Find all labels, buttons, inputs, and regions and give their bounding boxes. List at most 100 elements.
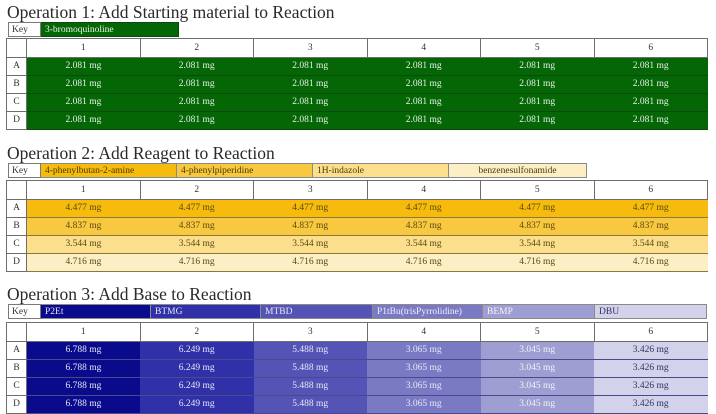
row-label: C <box>6 377 27 396</box>
well-cell: 3.426 mg <box>594 377 708 396</box>
well-cell: 3.065 mg <box>367 395 481 414</box>
well-cell: 3.045 mg <box>480 359 594 378</box>
row-label: D <box>6 395 27 414</box>
well-cell: 2.081 mg <box>140 111 254 130</box>
well-cell: 2.081 mg <box>367 93 481 112</box>
well-cell: 4.477 mg <box>594 199 708 218</box>
column-header: 4 <box>366 322 481 342</box>
well-cell: 4.837 mg <box>26 217 140 236</box>
column-header: 5 <box>480 322 595 342</box>
well-cell: 3.045 mg <box>480 341 594 360</box>
well-cell: 3.544 mg <box>140 235 254 254</box>
well-cell: 6.788 mg <box>26 395 140 414</box>
well-cell: 3.544 mg <box>367 235 481 254</box>
well-cell: 6.249 mg <box>140 341 254 360</box>
well-cell: 3.426 mg <box>594 341 708 360</box>
well-cell: 3.544 mg <box>594 235 708 254</box>
well-cell: 5.488 mg <box>253 359 367 378</box>
column-header: 2 <box>139 38 254 58</box>
operation-2-plate-table: 1 2 3 4 5 6 A 4.477 mg 4.477 mg 4.477 mg 4.477 mg 4… <box>6 180 708 272</box>
well-cell: 4.477 mg <box>480 199 594 218</box>
well-cell: 6.788 mg <box>26 341 140 360</box>
well-cell: 2.081 mg <box>26 75 140 94</box>
key-1h-indazole: 1H-indazole <box>313 163 449 178</box>
well-cell: 4.716 mg <box>140 253 254 272</box>
key-label: Key <box>8 163 41 178</box>
well-cell: 4.837 mg <box>367 217 481 236</box>
table-row: A 4.477 mg 4.477 mg 4.477 mg 4.477 mg 4.477 m… <box>6 199 708 218</box>
key-benzenesulfonamide: benzenesulfonamide <box>449 163 587 178</box>
well-cell: 4.716 mg <box>367 253 481 272</box>
operation-3-plate-table: 1 2 3 4 5 6 A 6.788 mg 6.249 mg 5.488 mg 3.065 mg 3… <box>6 322 708 414</box>
row-label: B <box>6 359 27 378</box>
well-cell: 2.081 mg <box>253 93 367 112</box>
table-row: D 2.081 mg 2.081 mg 2.081 mg 2.081 mg 2.081 m… <box>6 111 708 130</box>
well-cell: 6.249 mg <box>140 395 254 414</box>
well-cell: 4.837 mg <box>140 217 254 236</box>
well-cell: 2.081 mg <box>253 75 367 94</box>
corner-cell <box>6 322 27 342</box>
table-row: C 3.544 mg 3.544 mg 3.544 mg 3.544 mg 3.544 m… <box>6 235 708 254</box>
key-4-phenylbutan-2-amine: 4-phenylbutan-2-amine <box>41 163 177 178</box>
operation-1-plate-table: 1 2 3 4 5 6 A 2.081 mg 2.081 mg 2.081 mg 2.081 mg 2… <box>6 38 708 130</box>
well-cell: 2.081 mg <box>594 57 708 76</box>
key-mtbd: MTBD <box>261 304 373 319</box>
well-cell: 5.488 mg <box>253 341 367 360</box>
column-header: 1 <box>26 38 141 58</box>
row-label: A <box>6 57 27 76</box>
column-header: 3 <box>253 38 368 58</box>
corner-cell <box>6 38 27 58</box>
well-cell: 3.045 mg <box>480 395 594 414</box>
row-label: D <box>6 253 27 272</box>
column-header: 6 <box>593 180 708 200</box>
well-cell: 3.045 mg <box>480 377 594 396</box>
well-cell: 6.788 mg <box>26 359 140 378</box>
well-cell: 6.249 mg <box>140 359 254 378</box>
well-cell: 2.081 mg <box>480 111 594 130</box>
well-cell: 3.065 mg <box>367 377 481 396</box>
well-cell: 5.488 mg <box>253 395 367 414</box>
operation-2-key: Key 4-phenylbutan-2-amine 4-phenylpiperi… <box>8 163 587 178</box>
row-label: C <box>6 93 27 112</box>
operation-3-key: Key P2Et BTMG MTBD P1tBu(trisPyrrolidine… <box>8 304 707 319</box>
row-label: A <box>6 341 27 360</box>
well-cell: 4.716 mg <box>594 253 708 272</box>
key-label: Key <box>8 304 41 319</box>
column-header: 5 <box>480 180 595 200</box>
column-header: 5 <box>480 38 595 58</box>
column-header: 4 <box>366 38 481 58</box>
well-cell: 3.544 mg <box>26 235 140 254</box>
well-cell: 6.788 mg <box>26 377 140 396</box>
column-header: 6 <box>593 322 708 342</box>
key-label: Key <box>8 22 41 37</box>
well-cell: 2.081 mg <box>367 111 481 130</box>
key-bemp: BEMP <box>483 304 595 319</box>
column-header: 1 <box>26 180 141 200</box>
well-cell: 2.081 mg <box>253 111 367 130</box>
key-3-bromoquinoline: 3-bromoquinoline <box>41 22 179 37</box>
key-4-phenylpiperidine: 4-phenylpiperidine <box>177 163 313 178</box>
well-cell: 2.081 mg <box>26 111 140 130</box>
table-row: B 4.837 mg 4.837 mg 4.837 mg 4.837 mg 4.837 m… <box>6 217 708 236</box>
table-row: C 2.081 mg 2.081 mg 2.081 mg 2.081 mg 2.081 m… <box>6 93 708 112</box>
key-btmg: BTMG <box>151 304 261 319</box>
row-label: B <box>6 217 27 236</box>
table-row: A 6.788 mg 6.249 mg 5.488 mg 3.065 mg 3.045 m… <box>6 341 708 360</box>
well-cell: 2.081 mg <box>140 57 254 76</box>
well-cell: 4.477 mg <box>253 199 367 218</box>
table-row: D 6.788 mg 6.249 mg 5.488 mg 3.065 mg 3.045 m… <box>6 395 708 414</box>
well-cell: 3.065 mg <box>367 359 481 378</box>
well-cell: 2.081 mg <box>367 75 481 94</box>
well-cell: 6.249 mg <box>140 377 254 396</box>
table-row: A 2.081 mg 2.081 mg 2.081 mg 2.081 mg 2.081 m… <box>6 57 708 76</box>
well-cell: 2.081 mg <box>26 57 140 76</box>
well-cell: 4.837 mg <box>253 217 367 236</box>
operation-1-key: Key 3-bromoquinoline <box>8 22 179 37</box>
well-cell: 4.716 mg <box>480 253 594 272</box>
well-cell: 3.065 mg <box>367 341 481 360</box>
operation-1-title: Operation 1: Add Starting material to Re… <box>7 2 335 22</box>
well-cell: 2.081 mg <box>253 57 367 76</box>
